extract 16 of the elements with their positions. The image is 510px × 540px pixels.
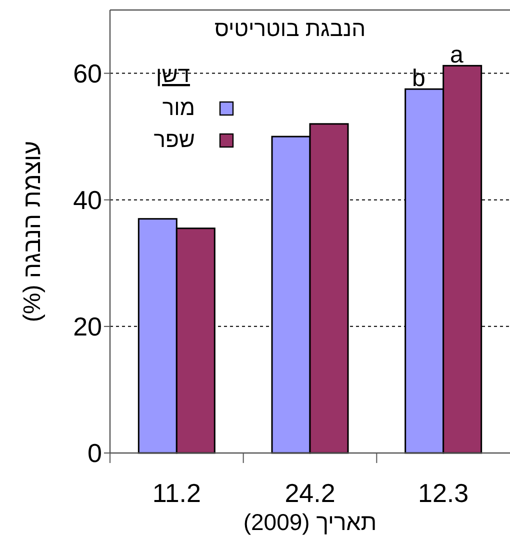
y-tick-label: 40 [73,184,102,215]
legend-label: מור [162,95,195,120]
y-tick-label: 20 [73,311,102,342]
legend-label: שפר [154,127,195,152]
legend-title: דשן [156,62,190,87]
y-tick-label: 0 [88,438,102,468]
annotation: b [412,65,426,92]
y-tick-label: 60 [73,58,102,88]
legend: דשן מור שפר [154,62,234,152]
annotation: a [450,42,464,69]
chart-title: הנבגת בוטריטיס [214,16,366,41]
x-tick-label: 12.3 [418,478,469,508]
x-tick-label: 24.2 [284,478,336,508]
y-axis-title: עוצמת הנבגה (%) [19,140,46,322]
x-axis-title: תאריך (2009) [243,509,377,535]
x-tick-label: 11.2 [152,478,202,508]
